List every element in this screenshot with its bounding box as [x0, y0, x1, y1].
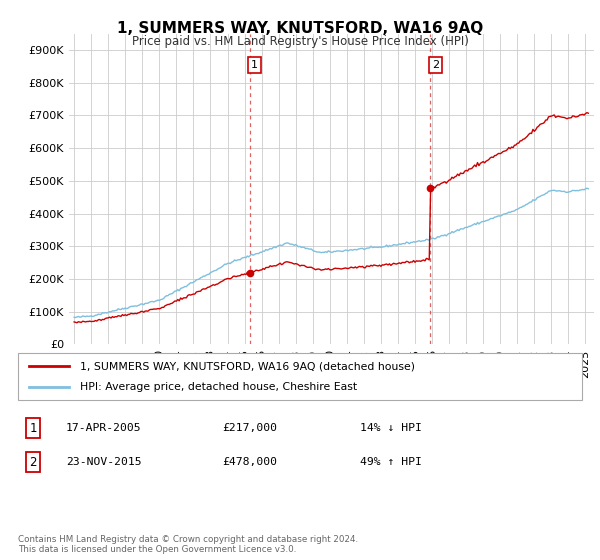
Text: 17-APR-2005: 17-APR-2005: [66, 423, 142, 433]
Text: 49% ↑ HPI: 49% ↑ HPI: [360, 457, 422, 467]
FancyBboxPatch shape: [18, 353, 582, 400]
Text: 2: 2: [29, 455, 37, 469]
Text: 23-NOV-2015: 23-NOV-2015: [66, 457, 142, 467]
Text: 1: 1: [29, 422, 37, 435]
Text: 1, SUMMERS WAY, KNUTSFORD, WA16 9AQ (detached house): 1, SUMMERS WAY, KNUTSFORD, WA16 9AQ (det…: [80, 361, 415, 371]
Text: 1: 1: [251, 60, 258, 70]
Text: £478,000: £478,000: [222, 457, 277, 467]
Text: 14% ↓ HPI: 14% ↓ HPI: [360, 423, 422, 433]
Text: HPI: Average price, detached house, Cheshire East: HPI: Average price, detached house, Ches…: [80, 382, 357, 392]
Text: 1, SUMMERS WAY, KNUTSFORD, WA16 9AQ: 1, SUMMERS WAY, KNUTSFORD, WA16 9AQ: [117, 21, 483, 36]
Text: 2: 2: [432, 60, 439, 70]
Text: £217,000: £217,000: [222, 423, 277, 433]
Text: Contains HM Land Registry data © Crown copyright and database right 2024.
This d: Contains HM Land Registry data © Crown c…: [18, 535, 358, 554]
Text: Price paid vs. HM Land Registry's House Price Index (HPI): Price paid vs. HM Land Registry's House …: [131, 35, 469, 48]
